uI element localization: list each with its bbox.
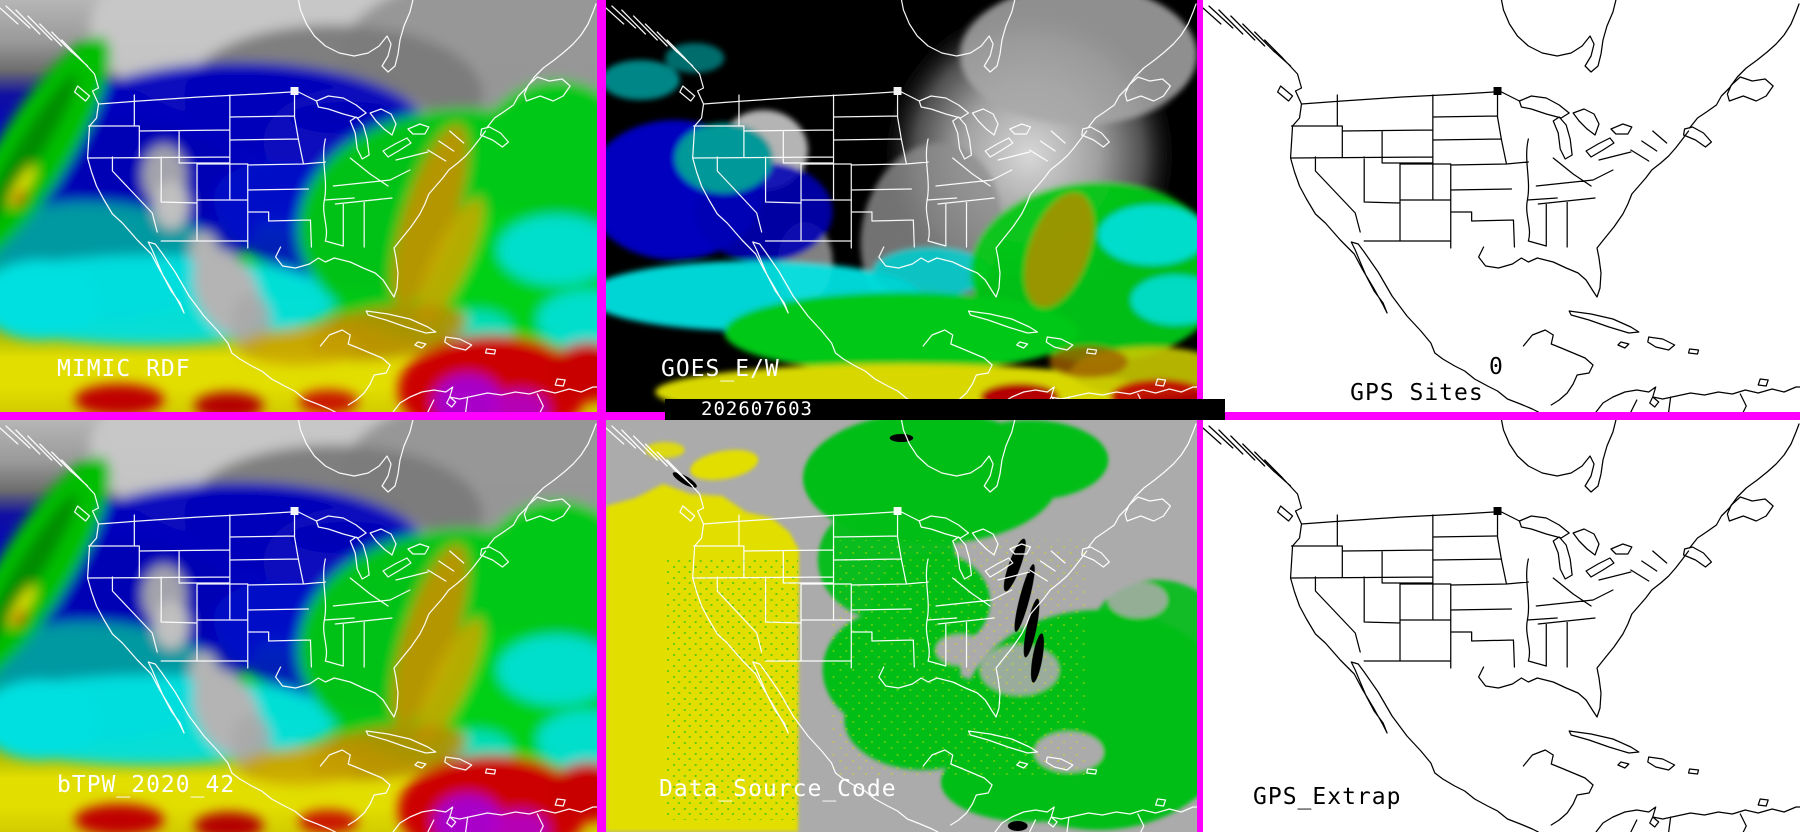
panel-goes-ew[interactable]: GOES_E/W: [606, 0, 1197, 412]
gps-extrap-label: GPS_Extrap: [1253, 784, 1402, 810]
data-source-code-label: Data_Source_Code: [659, 776, 897, 802]
gps-sites-map: [1203, 0, 1800, 412]
panel-data-source-code[interactable]: Data_Source_Code: [606, 420, 1197, 832]
timestamp-bar: 202607603: [665, 399, 1225, 420]
mimic-rdf-image: [0, 0, 597, 412]
panel-gps-extrap[interactable]: GPS_Extrap: [1203, 420, 1800, 832]
goes-ew-label: GOES_E/W: [661, 356, 780, 382]
gps-sites-label-text: GPS Sites: [1350, 380, 1484, 406]
btpw-image: [0, 420, 597, 832]
gps-extrap-map: [1203, 420, 1800, 832]
btpw-label: bTPW_2020_42: [57, 772, 236, 798]
timestamp-value: 202607603: [701, 398, 813, 420]
gps-sites-label: GPS Sites 0: [1261, 354, 1503, 412]
goes-ew-image: [606, 0, 1197, 412]
panel-btpw[interactable]: bTPW_2020_42: [0, 420, 597, 832]
gps-sites-count: 0: [1489, 354, 1504, 380]
panel-gps-sites[interactable]: GPS Sites 0: [1203, 0, 1800, 412]
panel-mimic-rdf[interactable]: MIMIC RDF: [0, 0, 597, 412]
mimic-rdf-label: MIMIC RDF: [57, 356, 191, 382]
data-source-code-image: [606, 420, 1197, 832]
